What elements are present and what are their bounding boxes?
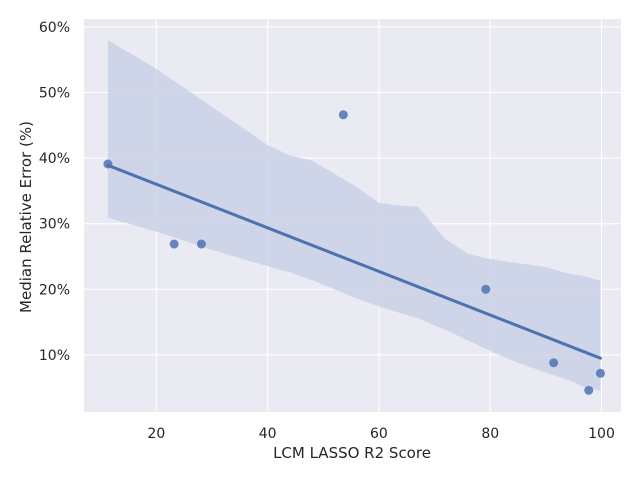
- data-points: [103, 110, 605, 395]
- y-tick-label: 60%: [39, 20, 70, 36]
- y-axis-label: Median Relative Error (%): [17, 121, 35, 313]
- data-point: [103, 159, 113, 169]
- data-point: [584, 385, 594, 395]
- confidence-band: [107, 40, 601, 391]
- data-point: [481, 284, 491, 294]
- y-tick-label: 30%: [39, 217, 70, 233]
- y-tick-label: 10%: [39, 348, 70, 364]
- x-axis-label: LCM LASSO R2 Score: [273, 444, 431, 462]
- x-tick-label: 80: [481, 426, 499, 442]
- x-tick-label: 20: [147, 426, 165, 442]
- data-point: [196, 239, 206, 249]
- y-tick-label: 20%: [39, 282, 70, 298]
- data-point: [595, 368, 605, 378]
- x-tick-label: 40: [259, 426, 277, 442]
- y-tick-labels: 10% 20% 30% 40% 50% 60%: [39, 20, 70, 364]
- x-tick-labels: 20 40 60 80 100: [147, 426, 614, 442]
- regression-line: [106, 163, 602, 360]
- y-tick-label: 50%: [39, 85, 70, 101]
- data-point: [549, 358, 559, 368]
- x-tick-label: 100: [588, 426, 615, 442]
- data-point: [169, 239, 179, 249]
- x-tick-label: 60: [370, 426, 388, 442]
- y-tick-label: 40%: [39, 151, 70, 167]
- data-point: [338, 110, 348, 120]
